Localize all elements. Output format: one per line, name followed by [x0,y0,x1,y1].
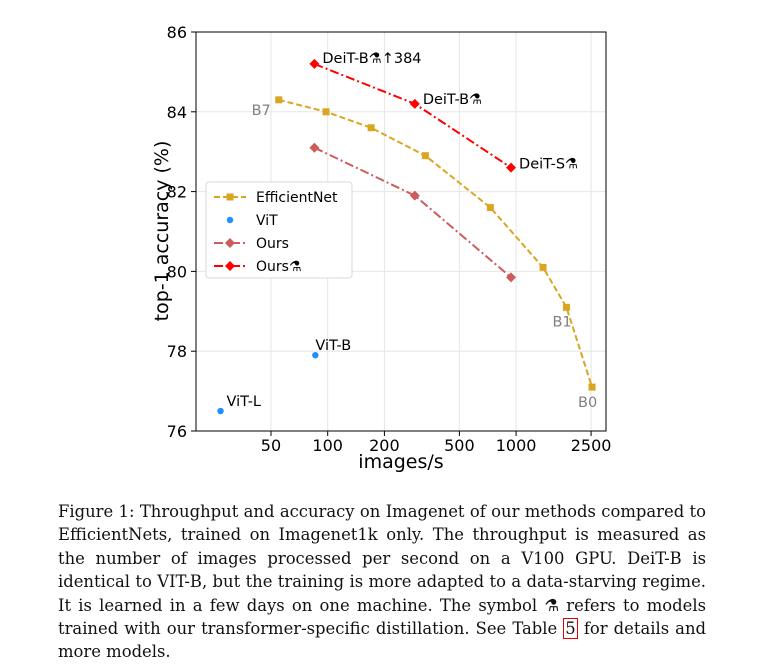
data-point [588,383,596,391]
point-label: ViT-B [315,338,351,354]
point-label: ViT-L [227,394,261,410]
data-point [506,162,517,173]
legend-label: ViT [256,213,278,229]
data-point [367,124,375,132]
data-point [309,58,320,69]
x-tick-label: 2500 [571,436,612,455]
point-label: B7 [252,103,271,119]
y-tick-label: 82 [167,183,187,202]
data-point [539,263,547,271]
data-point [486,204,494,212]
x-tick-label: 200 [369,436,400,455]
x-tick-label: 500 [444,436,475,455]
x-tick-label: 1000 [496,436,537,455]
x-tick-label: 50 [261,436,281,455]
plot-frame [195,31,607,432]
data-point [409,190,420,201]
x-ticks: 50 100 200 500 1000 2500 [261,431,612,455]
data-point [309,142,320,153]
table-reference-link[interactable]: 5 [563,618,578,640]
data-point [312,351,319,359]
legend-marker [225,238,235,248]
data-point [322,108,330,116]
legend-label: Ours [256,236,289,252]
chart: B7 B1 B0 ViT-L ViT-B DeiT-B⚗↑384 DeiT-B⚗ DeiT-S… [151,23,612,473]
data-point [275,96,283,104]
point-label: DeiT-B⚗↑384 [322,51,421,67]
y-tick-label: 80 [167,262,187,281]
data-point [421,152,429,160]
point-labels: B7 B1 B0 ViT-L ViT-B DeiT-B⚗↑384 DeiT-B⚗ DeiT-S… [227,51,598,411]
y-tick-label: 76 [167,422,187,441]
caption-text: Figure 1: Throughput and accuracy on Ima… [58,502,706,639]
series-line [313,146,512,279]
series-markers [217,58,596,415]
legend-label: Ours⚗ [256,259,302,275]
legend-marker [226,193,234,201]
legend-marker [225,261,235,271]
x-tick-label: 100 [312,436,343,455]
figure-caption: Figure 1: Throughput and accuracy on Ima… [58,500,706,664]
data-point [217,407,224,415]
point-label: B1 [552,314,571,330]
point-label: B0 [578,395,597,411]
legend-marker [226,216,234,224]
y-axis-label: top-1 accuracy (%) [151,141,173,322]
legend: EfficientNet ViT Ours Ours⚗ [205,181,353,279]
legend-label: EfficientNet [256,190,338,206]
y-tick-label: 86 [167,23,187,42]
data-point [506,272,517,283]
y-tick-label: 78 [167,342,187,361]
series-line [278,98,594,388]
x-axis-label: images/s [358,451,443,473]
point-label: DeiT-S⚗ [519,157,578,173]
data-point [562,303,570,311]
data-point [409,98,420,109]
y-ticks: 76 78 80 82 84 86 [167,23,196,441]
point-label: DeiT-B⚗ [423,92,482,108]
legend-box [205,181,353,279]
y-tick-label: 84 [167,103,187,122]
